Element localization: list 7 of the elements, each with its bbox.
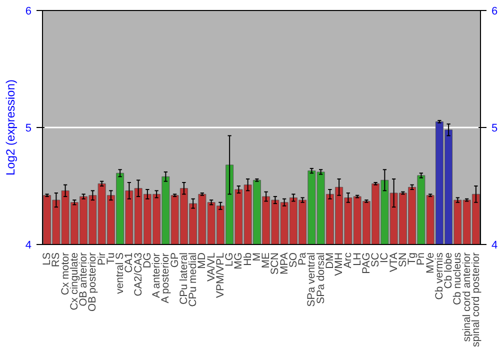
y-tick-label: 4 [25,240,32,252]
y2-tick-label: 5 [492,122,498,134]
y-axis-title: Log2 (expression) [3,79,18,176]
y-tick-label: 5 [25,122,32,134]
y2-tick-label: 6 [492,6,498,18]
y-tick-label: 6 [25,6,32,18]
y2-tick-label: 4 [492,240,498,252]
